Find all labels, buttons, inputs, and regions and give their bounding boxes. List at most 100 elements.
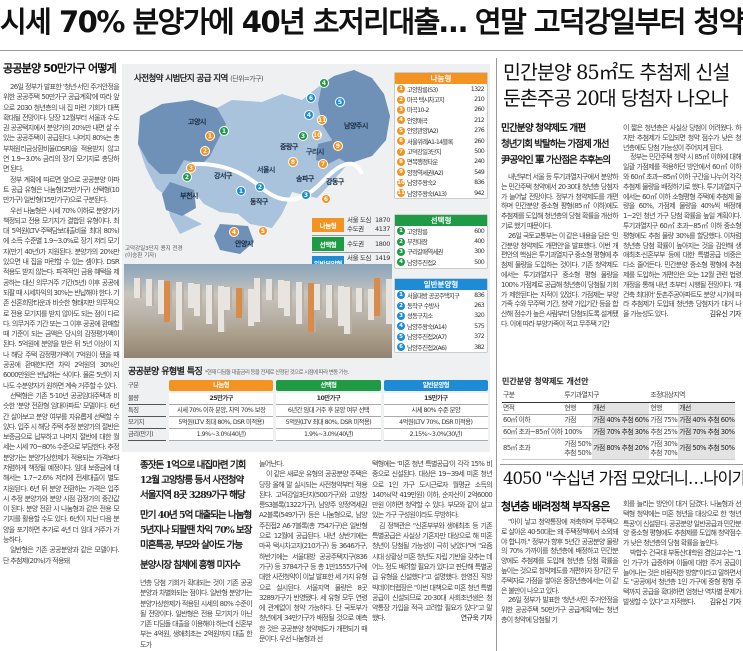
second-subhead: 청년층 배려정책 부작용은 — [501, 500, 610, 513]
region-label: 중랑구 — [280, 143, 298, 151]
second-col2: 회를 늘리는 방안이 대거 담겼다. 나눔형과 선택형 청약에는 미혼 청년을 … — [623, 500, 742, 608]
table-row: 모기지 5억원(LTV 최대 80%, DSR 미적용) 5억원(LTV 최대 80… — [128, 417, 488, 429]
value: 1800 — [375, 239, 390, 248]
right-headline-line2: 둔촌주공 20대 당첨자 나오나 — [503, 87, 729, 110]
legend-item: 5 안양관양(A2) 276 — [395, 126, 487, 136]
household-count: 836 — [474, 179, 485, 187]
graphic-unit: (단위=가구) — [230, 75, 263, 83]
household-count: 276 — [474, 127, 485, 135]
number-badge: 2 — [397, 95, 405, 104]
right-table-block: 민간분양 청약제도 개선안 구분 투기과열지구 조정대상지역 면적 현행 개선 현행 개선 60… — [502, 376, 742, 460]
legend-item: 6 서울위례A1-14블록 260 — [395, 136, 487, 146]
legend-box: 나눔형 1 고양창릉(S3) 1322 2 마곡 택시차고지 210 3 마곡10-2 260 4 안… — [394, 72, 488, 200]
right-kicker: 민간분양 청약제도 개편 — [501, 123, 586, 134]
table-cell: 가점 70% 추첨 30% — [678, 426, 736, 438]
right-col1: 내년부터 서울 등 투기과열지구에서 분양하는 민간주택 청약에서 20·30대… — [501, 173, 619, 330]
infographic: 사전청약 시범단지 공급 지역 (단위=가구) 나눔형 서울 도심 1870 수도권 4… — [122, 64, 490, 452]
building — [134, 278, 142, 298]
features-table-title: 공공분양 유형별 특징 *현재 디딤돌 대출금리 등을 전제로 산정된 것으로 … — [128, 364, 488, 377]
column-header: 선택형 — [276, 380, 381, 391]
paragraph: 박합수 건국대 부동산대학원 겸임교수는 "1인 가구가 급증하며 이들에 대한… — [623, 549, 742, 608]
map-marker: 4 — [229, 227, 239, 237]
row-label: 금리(만기) — [128, 429, 166, 441]
map-marker: 5 — [335, 97, 345, 107]
number-badge: 1 — [397, 291, 405, 300]
paragraph: 26일 정부가 발표한 '청년·서민 주거안정을 위한 공공주택 50만가구 공… — [501, 596, 619, 625]
table-title-text: 공공분양 유형별 특징 — [128, 367, 203, 377]
map-marker: 1 — [219, 126, 229, 136]
map-marker: 6 — [321, 194, 331, 204]
number-badge: 4 — [397, 258, 405, 267]
site-name: 마곡 택시차고지 — [407, 97, 445, 105]
household-count: 260 — [474, 106, 485, 114]
summary-row: 나눔형 서울 도심 1870 수도권 4137 — [312, 215, 390, 236]
area: 서울 도심 — [347, 254, 371, 262]
legend-item: 8 면목행정타운 240 — [395, 157, 487, 167]
byline: 연규욱 기자 — [460, 614, 493, 623]
map-marker: 2 — [200, 146, 210, 156]
main-headline: 시세 70% 분양가에 40년 초저리대출… 연말 고덕강일부터 청약 — [0, 5, 743, 39]
right-table-title: 민간분양 청약제도 개선안 — [502, 377, 589, 386]
paragraph-text: 26일 정부가 발표한 '청년·서민 주거안정을 위한 공공주택 50만가구 공… — [3, 83, 120, 174]
map-marker: 4 — [304, 110, 314, 120]
middle-col1-text: 년층 당첨 기회가 확대되는 것이 기존 공공분양과 차별화되는 점이다. 일반… — [140, 579, 253, 649]
middle-col3: 택형에는 '미혼 청년 특별공급'이 각각 15% 비중으로 신설된다. 대상은… — [372, 459, 493, 624]
household-count: 372 — [474, 333, 485, 341]
building — [344, 287, 352, 334]
subheader-cell: 현행 — [650, 403, 662, 412]
paragraph-text: 내년부터 서울 등 투기과열지구에서 분양하는 민간주택 청약에서 20·30대… — [501, 173, 619, 230]
number-badge: 6 — [397, 137, 405, 146]
subscription-table: 구분 투기과열지구 조정대상지역 면적 현행 개선 현행 개선 60㎡ 이하 가점 가점 40% 추… — [502, 390, 736, 460]
region-label: 송파구 — [296, 175, 314, 183]
building — [236, 288, 244, 318]
map-marker: 1 — [205, 131, 215, 141]
subheader-cell: 현행 — [564, 403, 576, 412]
number-badge: 1 — [397, 85, 405, 94]
building — [224, 287, 232, 310]
legend-header: 일반분양형 — [395, 279, 487, 290]
site-name: 동작구 수방사 — [407, 303, 440, 311]
table-cell: 10만가구 — [276, 393, 381, 405]
column-header: 일반분양형 — [383, 380, 488, 391]
table-cell: 가점 — [564, 415, 576, 424]
building — [314, 284, 322, 310]
paragraph-text: 택형에는 '미혼 청년 특별공급'이 각각 15% 비중으로 신설된다. 대상은… — [372, 460, 493, 520]
household-count: 240 — [474, 158, 485, 166]
building — [254, 278, 262, 322]
map-marker: 3 — [186, 163, 196, 173]
type-tag: 나눔형 — [312, 218, 344, 232]
table-cell: 가점 50% 추첨 50% — [564, 439, 592, 457]
household-count: 212 — [474, 116, 485, 124]
summary-row: 선택형 수도권 1800 — [312, 236, 390, 253]
household-count: 263 — [474, 302, 485, 310]
legend-item: 7 고덕강일3단지 500 — [395, 146, 487, 156]
region-label: 부천시 — [180, 192, 198, 200]
summary-line: 수도권 4137 — [347, 225, 390, 234]
table-cell: 60㎡ 초과~85㎡ 이하 — [503, 427, 563, 436]
right-headline-line1: 민간분양 85㎡도 추첨제 신설 — [503, 61, 730, 84]
middle-col2: 늘어난다. 이 같은 새로운 유형의 공공분양 주택은 당장 올해 말 실시되는 … — [259, 459, 368, 644]
paragraph: 이 짧은 청년층은 사실상 당첨이 어려웠다. 하지만 추첨제가 도입되면 청약… — [623, 124, 742, 153]
paragraph-text: 늘어난다. — [259, 460, 284, 468]
building — [284, 281, 292, 316]
number-badge: 6 — [397, 343, 405, 352]
paragraph: 늘어난다. — [259, 459, 367, 469]
site-name: 구리갈매역세권 — [407, 249, 443, 257]
divider — [0, 50, 743, 51]
value: 1870 — [375, 216, 390, 224]
household-count: 260 — [474, 137, 485, 145]
paragraph-text: "아이 낳고 청약통장에 저축하며 무주택으로 살아온 40·50대는 왜 주택… — [501, 518, 619, 595]
table-cell: 25만가구 — [169, 393, 274, 405]
building — [356, 288, 364, 312]
map-marker: 7 — [318, 159, 328, 169]
value: 4137 — [375, 225, 390, 233]
subheader-cell: 개선 — [592, 402, 650, 414]
photo-credit: (이승환 기자) — [125, 253, 157, 259]
site-name: 안양매곡 — [407, 117, 428, 125]
region-label: 강동구 — [326, 178, 344, 186]
map-marker: 8 — [288, 157, 298, 167]
building — [266, 279, 274, 300]
paragraph: 일반형은 기존 공공분양과 같은 모델이다. 단 추첨제(20%)가 적용돼 — [3, 545, 120, 566]
table-cell: 시세 80% 수준 분양 — [383, 405, 488, 417]
household-count: 300 — [474, 248, 485, 256]
